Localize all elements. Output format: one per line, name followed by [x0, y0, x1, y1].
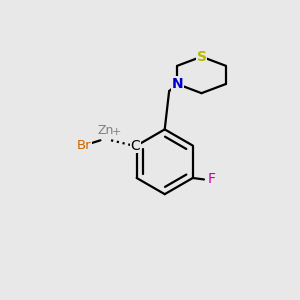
Text: Zn: Zn [98, 124, 114, 137]
Text: S: S [196, 50, 206, 64]
Text: N: N [172, 77, 183, 91]
Text: Br: Br [76, 139, 91, 152]
Text: F: F [208, 172, 215, 186]
Text: +: + [111, 127, 121, 137]
Text: C: C [130, 139, 140, 153]
